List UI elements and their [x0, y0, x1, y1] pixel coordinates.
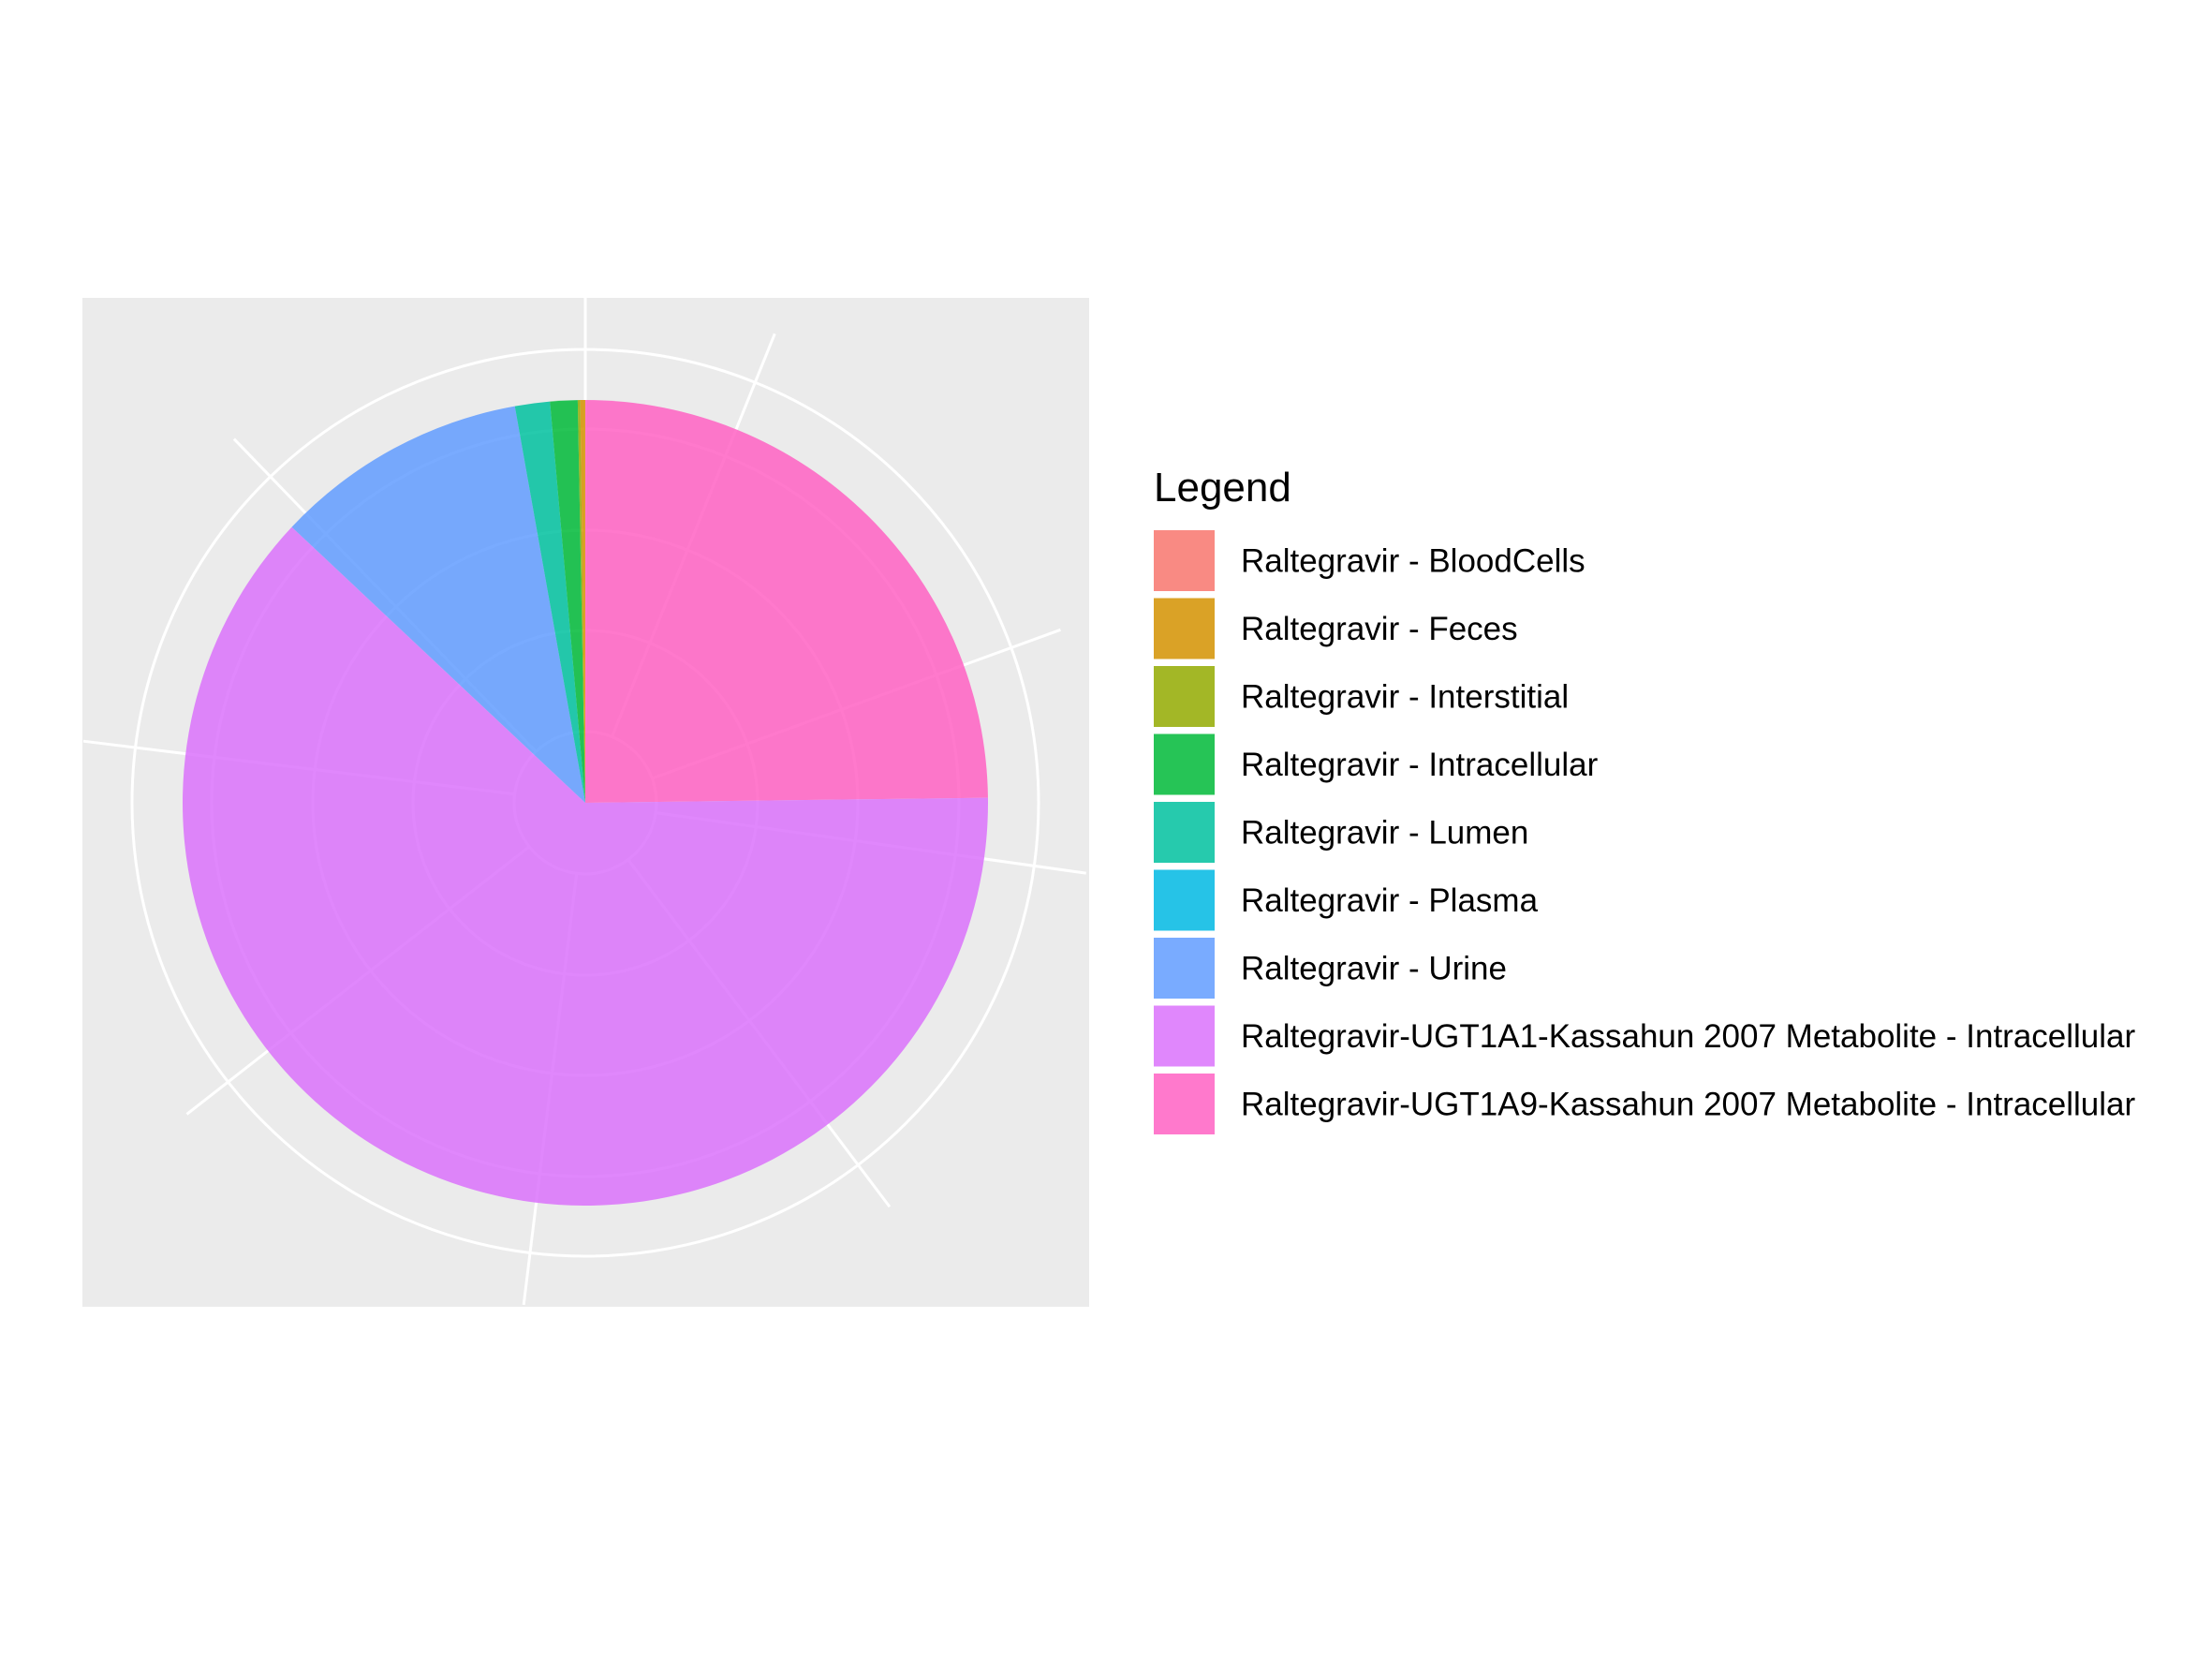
legend-label-raltegravir-feces: Raltegravir - Feces [1241, 611, 1518, 647]
legend-key-raltegravir-urine [1154, 938, 1215, 999]
legend-key-raltegravir-bloodcells [1154, 530, 1215, 591]
legend-label-raltegravir-ugt1a1-kassahun-2007-metabolite-intracellular: Raltegravir-UGT1A1-Kassahun 2007 Metabol… [1241, 1018, 2136, 1055]
legend-title: Legend [1154, 465, 1291, 511]
pie-slice-raltegravir-ugt1a1-kassahun-2007-metabolite-intracellular [183, 526, 989, 1206]
legend-key-raltegravir-feces [1154, 598, 1215, 659]
legend: Legend Raltegravir - BloodCells Raltegrav… [1154, 465, 2136, 1134]
legend-key-raltegravir-ugt1a1-kassahun-2007-metabolite-intracellular [1154, 1005, 1215, 1067]
pie-slice-raltegravir-lumen [514, 401, 585, 803]
pie-slice-raltegravir-intracellular [550, 400, 585, 803]
legend-label-raltegravir-plasma: Raltegravir - Plasma [1241, 882, 1539, 919]
legend-label-raltegravir-lumen: Raltegravir - Lumen [1241, 815, 1528, 852]
pie-slice-raltegravir-interstitial [577, 400, 585, 803]
legend-label-raltegravir-interstitial: Raltegravir - Interstitial [1241, 679, 1569, 716]
legend-label-raltegravir-bloodcells: Raltegravir - BloodCells [1241, 543, 1585, 580]
legend-key-raltegravir-intracellular [1154, 733, 1215, 795]
pie-slices [183, 400, 989, 1206]
legend-label-raltegravir-intracellular: Raltegravir - Intracellular [1241, 747, 1599, 783]
legend-key-raltegravir-interstitial [1154, 666, 1215, 727]
pie-slice-raltegravir-feces [580, 400, 585, 803]
legend-label-raltegravir-ugt1a9-kassahun-2007-metabolite-intracellular: Raltegravir-UGT1A9-Kassahun 2007 Metabol… [1241, 1087, 2136, 1123]
pie-slice-raltegravir-ugt1a9-kassahun-2007-metabolite-intracellular [585, 400, 988, 803]
pie-slice-raltegravir-urine [291, 406, 585, 803]
legend-key-raltegravir-lumen [1154, 802, 1215, 863]
legend-key-raltegravir-ugt1a9-kassahun-2007-metabolite-intracellular [1154, 1074, 1215, 1134]
legend-key-raltegravir-plasma [1154, 869, 1215, 931]
legend-label-raltegravir-urine: Raltegravir - Urine [1241, 951, 1507, 987]
